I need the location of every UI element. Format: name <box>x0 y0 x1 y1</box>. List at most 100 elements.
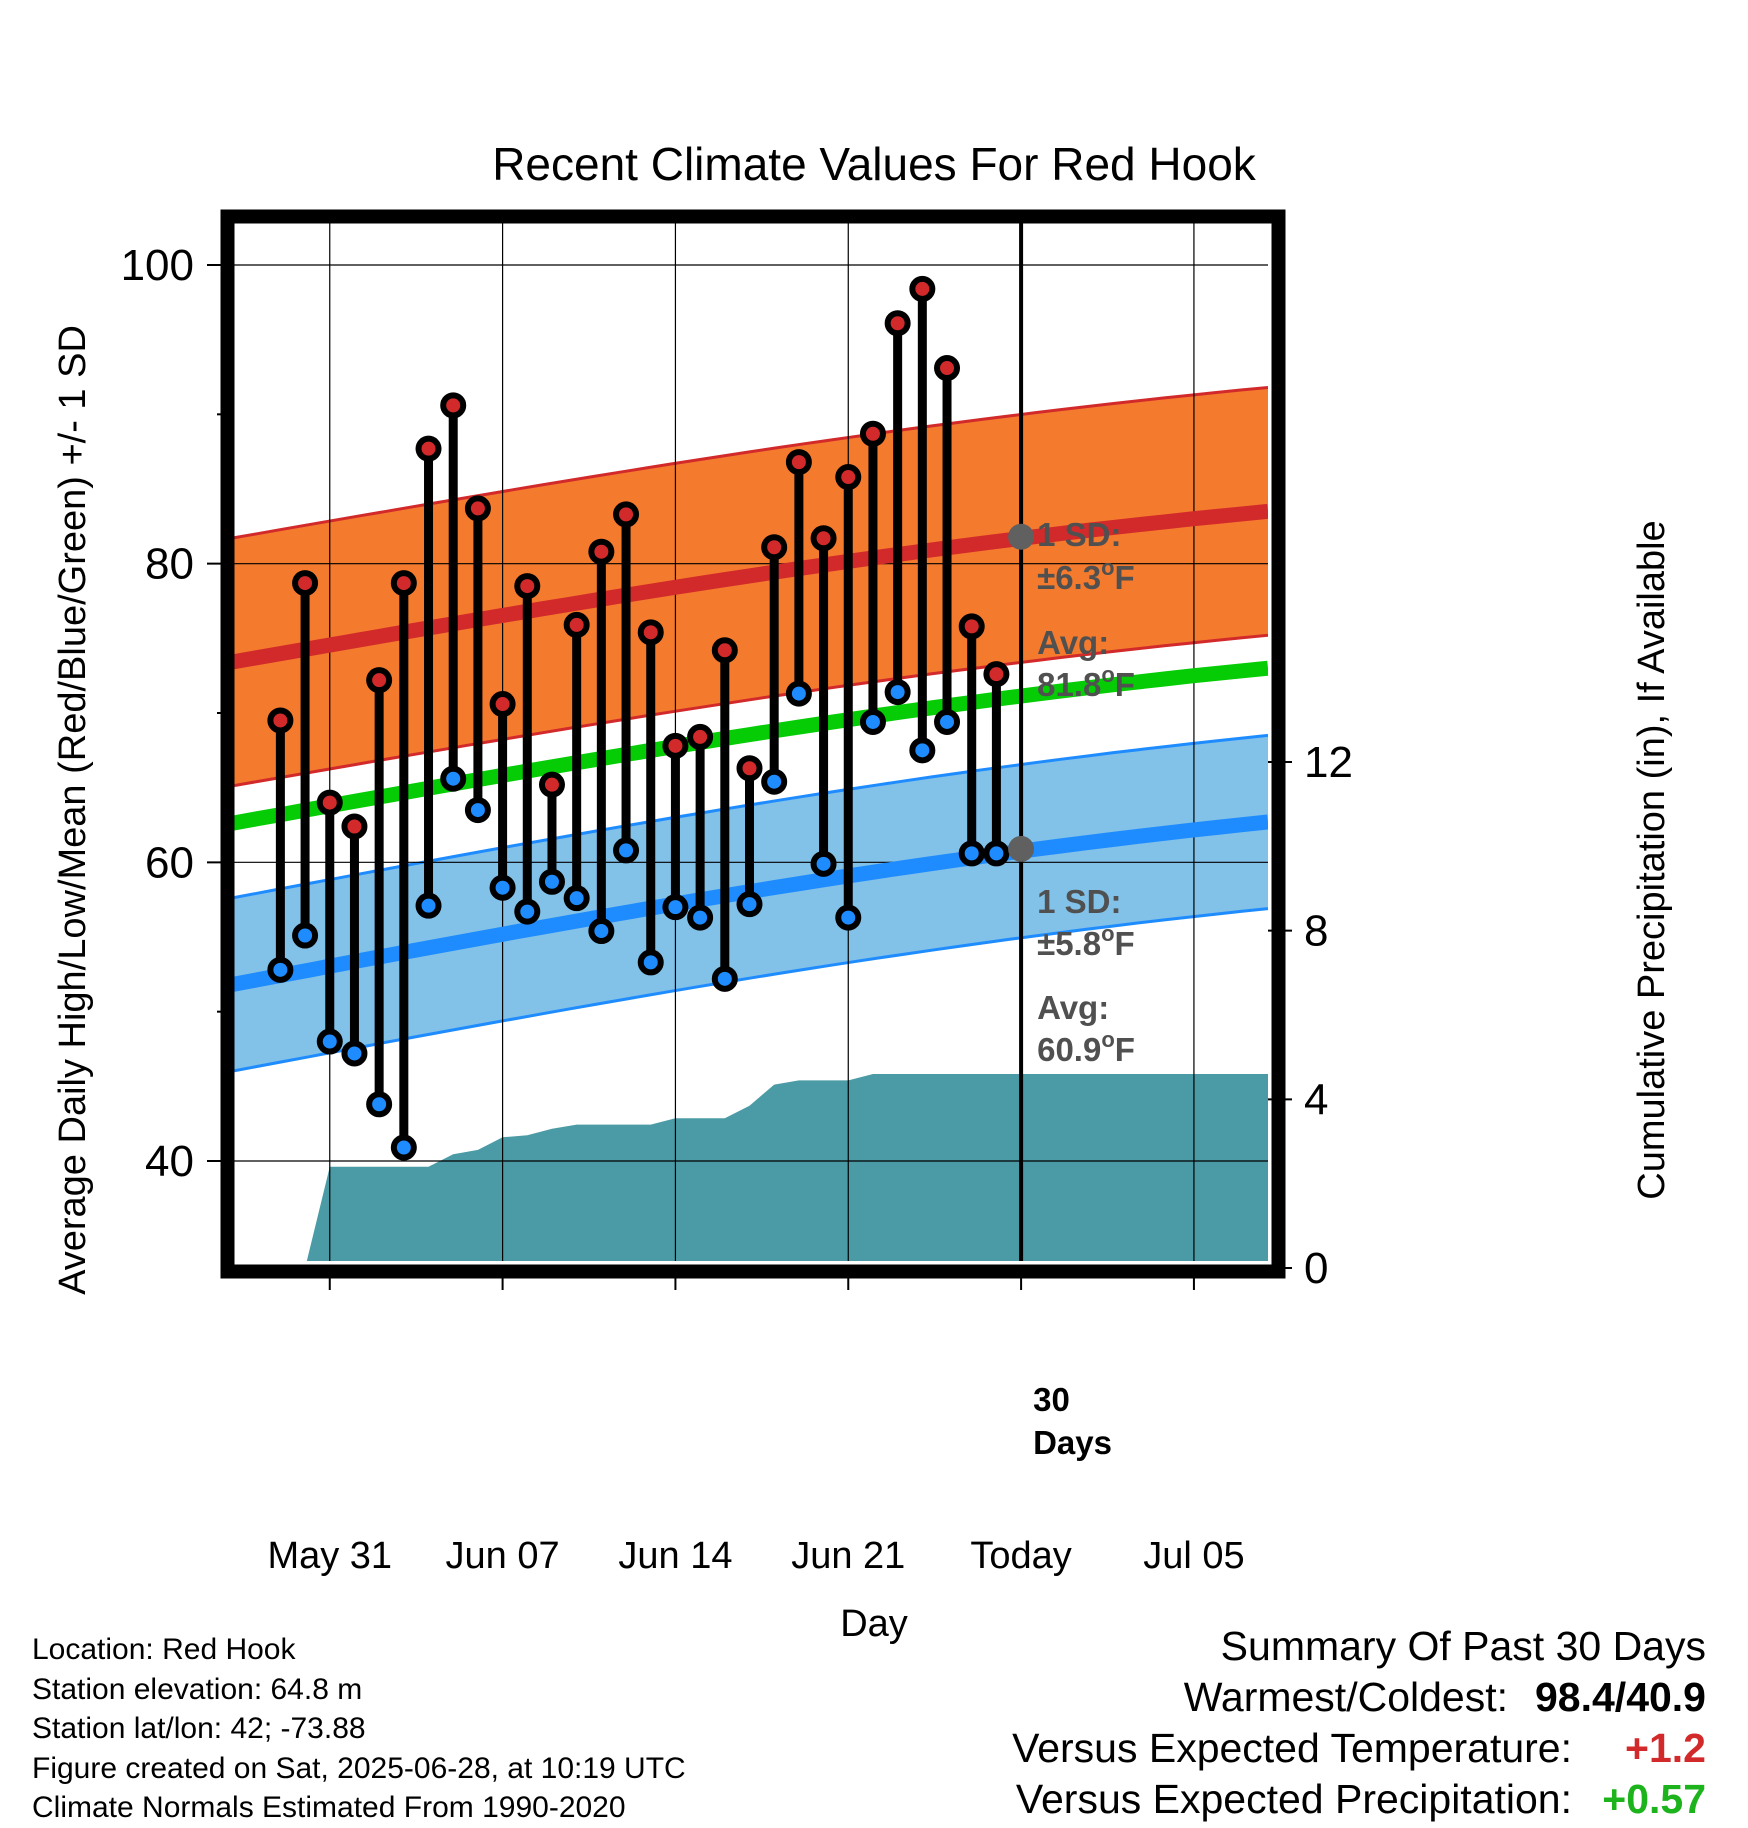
daily-low-point <box>415 892 442 919</box>
y2-tick-label: 0 <box>1304 1244 1328 1293</box>
daily-high-point <box>563 611 590 638</box>
daily-high-point <box>736 755 763 782</box>
daily-low-point <box>440 765 467 792</box>
daily-high-point <box>687 723 714 750</box>
today-low-avg-marker <box>1008 835 1035 862</box>
daily-high-point <box>440 392 467 419</box>
days-word-label: Days <box>1033 1424 1112 1461</box>
daily-high-point <box>390 570 417 597</box>
daily-low-point <box>958 840 985 867</box>
daily-low-point <box>613 837 640 864</box>
summary-precip: Versus Expected Precipitation: +0.57 <box>1012 1774 1706 1825</box>
y-tick-label: 40 <box>145 1137 194 1186</box>
high-sd-label: 1 SD: <box>1037 516 1121 553</box>
daily-low-point <box>761 768 788 795</box>
daily-low-point <box>785 680 812 707</box>
summary-temp: Versus Expected Temperature: +1.2 <box>1012 1723 1706 1774</box>
daily-low-point <box>563 885 590 912</box>
x-tick-label: May 31 <box>267 1535 392 1577</box>
y-axis-label: Average Daily High/Low/Mean (Red/Blue/Gr… <box>52 325 94 1295</box>
daily-low-point <box>662 894 689 921</box>
high-sd-value: ±6.3oF <box>1037 555 1135 596</box>
station-info: Location: Red Hook Station elevation: 64… <box>32 1630 686 1828</box>
daily-high-point <box>489 691 516 718</box>
y2-tick-label: 4 <box>1304 1075 1328 1124</box>
y2-axis-label: Cumulative Precipitation (in), If Availa… <box>1631 520 1673 1199</box>
precip-value: +0.57 <box>1602 1776 1706 1822</box>
daily-observations <box>267 275 1010 1161</box>
warm-cold-label: Warmest/Coldest: <box>1183 1674 1508 1720</box>
daily-low-point <box>983 840 1010 867</box>
y2-tick-label: 12 <box>1304 738 1353 787</box>
daily-high-point <box>588 538 615 565</box>
x-tick-label: Jun 14 <box>618 1535 732 1577</box>
x-tick-label: Jul 05 <box>1143 1535 1244 1577</box>
daily-high-point <box>662 732 689 759</box>
daily-high-point <box>341 813 368 840</box>
daily-high-point <box>711 637 738 664</box>
daily-high-point <box>884 310 911 337</box>
daily-high-point <box>613 501 640 528</box>
daily-low-point <box>884 679 911 706</box>
x-axis-label: Day <box>840 1603 908 1645</box>
daily-low-point <box>366 1091 393 1118</box>
location-text: Location: Red Hook <box>32 1633 296 1666</box>
daily-high-point <box>292 570 319 597</box>
low-sd-label: 1 SD: <box>1037 883 1121 920</box>
daily-low-point <box>588 918 615 945</box>
y-tick-label: 100 <box>121 241 194 290</box>
daily-low-point <box>934 708 961 735</box>
daily-low-point <box>711 965 738 992</box>
y-tick-label: 60 <box>145 838 194 887</box>
daily-high-point <box>637 619 664 646</box>
daily-high-point <box>785 449 812 476</box>
daily-low-point <box>859 708 886 735</box>
daily-high-point <box>761 534 788 561</box>
daily-low-point <box>316 1028 343 1055</box>
daily-high-point <box>859 420 886 447</box>
high-sd-band <box>231 387 1268 787</box>
daily-high-point <box>810 525 837 552</box>
daily-high-point <box>909 275 936 302</box>
daily-low-point <box>538 868 565 895</box>
daily-low-point <box>514 898 541 925</box>
daily-low-point <box>267 956 294 983</box>
low-avg-label: Avg: <box>1037 989 1109 1026</box>
daily-high-point <box>835 464 862 491</box>
daily-low-point <box>489 874 516 901</box>
daily-low-point <box>292 922 319 949</box>
daily-high-point <box>316 789 343 816</box>
warm-cold-value: 98.4/40.9 <box>1535 1674 1706 1720</box>
days-number-label: 30 <box>1033 1381 1070 1418</box>
high-sd-band-upper-edge <box>231 386 1268 540</box>
daily-high-point <box>538 771 565 798</box>
x-tick-label: Jun 07 <box>446 1535 560 1577</box>
high-avg-value: 81.8oF <box>1037 662 1135 703</box>
y2-tick-label: 8 <box>1304 907 1328 956</box>
daily-high-point <box>366 667 393 694</box>
summary-panel: Summary Of Past 30 Days Warmest/Coldest:… <box>1012 1621 1706 1825</box>
precip-label: Versus Expected Precipitation: <box>1015 1776 1572 1822</box>
daily-low-point <box>687 904 714 931</box>
daily-high-point <box>958 613 985 640</box>
plot-frame <box>220 209 1286 1279</box>
low-avg-value: 60.9oF <box>1037 1027 1135 1068</box>
temp-label: Versus Expected Temperature: <box>1012 1725 1572 1771</box>
x-tick-label: Today <box>970 1535 1071 1577</box>
daily-low-point <box>390 1134 417 1161</box>
today-high-avg-marker <box>1008 523 1035 550</box>
elevation-text: Station elevation: 64.8 m <box>32 1672 363 1706</box>
daily-low-point <box>810 850 837 877</box>
daily-low-point <box>835 904 862 931</box>
daily-high-point <box>464 495 491 522</box>
high-avg-label: Avg: <box>1037 624 1109 661</box>
daily-high-point <box>267 707 294 734</box>
daily-low-point <box>464 797 491 824</box>
temp-value: +1.2 <box>1625 1725 1706 1771</box>
summary-title: Summary Of Past 30 Days <box>1220 1623 1706 1669</box>
daily-high-point <box>983 661 1010 688</box>
latlon-text: Station lat/lon: 42; -73.88 <box>32 1712 366 1745</box>
summary-warm-cold: Warmest/Coldest: 98.4/40.9 <box>1012 1672 1706 1723</box>
